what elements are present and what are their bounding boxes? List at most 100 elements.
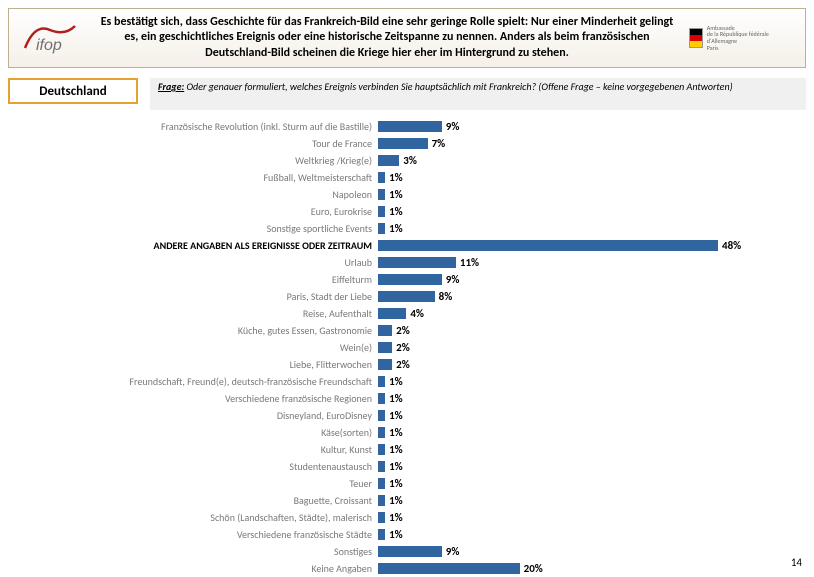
bar-wrap: 2%: [378, 358, 814, 371]
bar-wrap: 9%: [378, 120, 814, 133]
bar: [378, 359, 392, 370]
bar: [378, 461, 385, 472]
question-label: Frage:: [158, 80, 184, 93]
bar: [378, 138, 428, 149]
row-label: Sonstige sportliche Events: [0, 222, 378, 235]
bar-value: 9%: [446, 545, 460, 558]
bar-wrap: 1%: [378, 426, 814, 439]
bar-wrap: 9%: [378, 545, 814, 558]
bar-value: 1%: [389, 477, 403, 490]
bar-value: 1%: [389, 460, 403, 473]
chart-row: Paris, Stadt der Liebe8%: [0, 288, 814, 305]
row-label: Küche, gutes Essen, Gastronomie: [0, 324, 378, 337]
ifop-logo: ifop: [15, 13, 85, 63]
bar: [378, 325, 392, 336]
chart-row: Wein(e)2%: [0, 339, 814, 356]
bar-wrap: 1%: [378, 511, 814, 524]
bar-value: 4%: [410, 307, 424, 320]
bar-wrap: 1%: [378, 171, 814, 184]
chart-row: Studentenaustausch1%: [0, 458, 814, 475]
bar-wrap: 1%: [378, 460, 814, 473]
bar: [378, 495, 385, 506]
embassy-logo: Ambassade de la République fédérale d'Al…: [689, 13, 799, 63]
chart-row: Urlaub 11%: [0, 254, 814, 271]
chart-row: Kultur, Kunst 1%: [0, 441, 814, 458]
bar-value: 20%: [524, 562, 543, 575]
chart-row: Disneyland, EuroDisney 1%: [0, 407, 814, 424]
header-title: Es bestätigt sich, dass Geschichte für d…: [85, 15, 689, 62]
row-label: Verschiedene französische Regionen: [0, 392, 378, 405]
chart-row: Schön (Landschaften, Städte), malerisch1…: [0, 509, 814, 526]
bar-value: 1%: [389, 222, 403, 235]
bar: [378, 308, 406, 319]
bar-value: 1%: [389, 443, 403, 456]
row-label: Kultur, Kunst: [0, 443, 378, 456]
bar-wrap: 2%: [378, 324, 814, 337]
bar-value: 7%: [432, 137, 446, 150]
bar: [378, 393, 385, 404]
chart-row: Euro, Eurokrise 1%: [0, 203, 814, 220]
chart-row: Fußball, Weltmeisterschaft1%: [0, 169, 814, 186]
bar: [378, 529, 385, 540]
bar-value: 3%: [403, 154, 417, 167]
bar-wrap: 7%: [378, 137, 814, 150]
bar-value: 9%: [446, 273, 460, 286]
chart-row: Sonstige sportliche Events 1%: [0, 220, 814, 237]
country-tag: Deutschland: [8, 78, 138, 104]
row-label: Urlaub: [0, 256, 378, 269]
chart-row: Französische Revolution (inkl. Sturm auf…: [0, 118, 814, 135]
bar-value: 1%: [389, 205, 403, 218]
bar-wrap: 1%: [378, 409, 814, 422]
bar: [378, 291, 435, 302]
chart-row: Weltkrieg /Krieg(e) 3%: [0, 152, 814, 169]
german-flag-icon: [689, 28, 703, 48]
chart-row: Küche, gutes Essen, Gastronomie 2%: [0, 322, 814, 339]
svg-text:ifop: ifop: [36, 37, 62, 54]
bar-wrap: 4%: [378, 307, 814, 320]
row-label: Baguette, Croissant: [0, 494, 378, 507]
bar: [378, 121, 442, 132]
row-label: Disneyland, EuroDisney: [0, 409, 378, 422]
bar: [378, 376, 385, 387]
row-label: Euro, Eurokrise: [0, 205, 378, 218]
bar-value: 1%: [389, 188, 403, 201]
bar: [378, 223, 385, 234]
chart-row: Verschiedene französische Regionen1%: [0, 390, 814, 407]
row-label: Napoleon: [0, 188, 378, 201]
bar: [378, 206, 385, 217]
row-label: Schön (Landschaften, Städte), malerisch: [0, 511, 378, 524]
row-label: Französische Revolution (inkl. Sturm auf…: [0, 120, 378, 133]
row-label: Reise, Aufenthalt: [0, 307, 378, 320]
bar: [378, 410, 385, 421]
row-label: Tour de France: [0, 137, 378, 150]
bar-value: 2%: [396, 324, 410, 337]
bar-value: 11%: [460, 256, 479, 269]
row-label: Weltkrieg /Krieg(e): [0, 154, 378, 167]
bar: [378, 155, 399, 166]
chart-row: Teuer1%: [0, 475, 814, 492]
bar-wrap: 11%: [378, 256, 814, 269]
bar-wrap: 1%: [378, 494, 814, 507]
bar-wrap: 1%: [378, 375, 814, 388]
chart-row: Baguette, Croissant1%: [0, 492, 814, 509]
chart-row: Reise, Aufenthalt 4%: [0, 305, 814, 322]
section-header-label: ANDERE ANGABEN ALS EREIGNISSE ODER ZEITR…: [0, 239, 378, 252]
chart-row: Liebe, Flitterwochen2%: [0, 356, 814, 373]
bar-wrap: 1%: [378, 188, 814, 201]
chart-row: Eiffelturm9%: [0, 271, 814, 288]
chart-row: Keine Angaben20%: [0, 560, 814, 577]
question-box: Frage: Oder genauer formuliert, welches …: [150, 78, 806, 110]
bar-value: 2%: [396, 341, 410, 354]
bar-wrap: 1%: [378, 205, 814, 218]
bar-wrap: 1%: [378, 443, 814, 456]
bar-wrap: 20%: [378, 562, 814, 575]
bar-value: 1%: [389, 409, 403, 422]
row-label: Käse(sorten): [0, 426, 378, 439]
bar: [378, 172, 385, 183]
row-label: Paris, Stadt der Liebe: [0, 290, 378, 303]
bar: [378, 189, 385, 200]
row-label: Sonstiges: [0, 545, 378, 558]
row-label: Verschiedene französische Städte: [0, 528, 378, 541]
chart-row: Freundschaft, Freund(e), deutsch-französ…: [0, 373, 814, 390]
bar: [378, 274, 442, 285]
